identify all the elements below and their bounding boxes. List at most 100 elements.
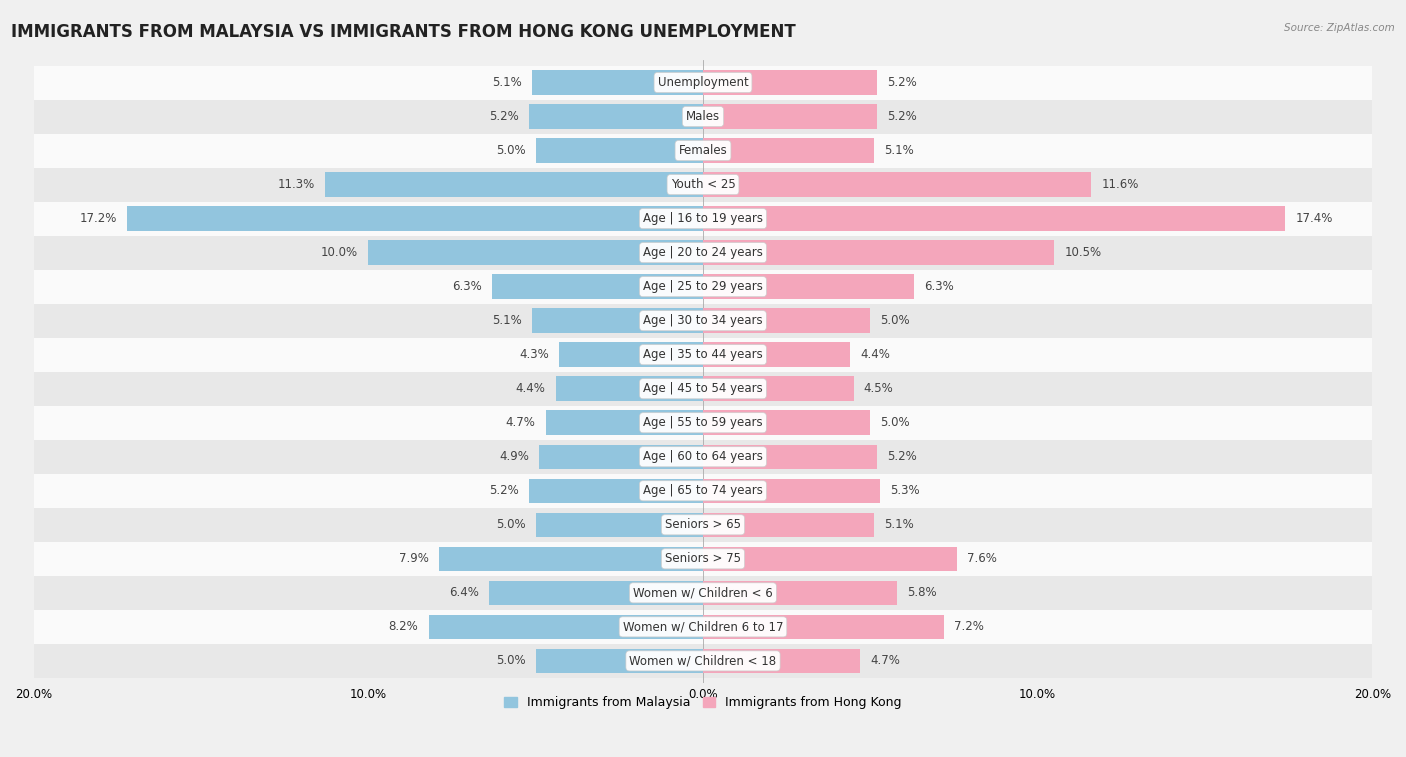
Bar <box>703 478 880 503</box>
Text: Source: ZipAtlas.com: Source: ZipAtlas.com <box>1284 23 1395 33</box>
Text: 5.2%: 5.2% <box>887 110 917 123</box>
Text: 7.6%: 7.6% <box>967 553 997 565</box>
Text: Women w/ Children 6 to 17: Women w/ Children 6 to 17 <box>623 621 783 634</box>
Bar <box>34 576 1372 610</box>
Bar <box>703 410 870 435</box>
Bar <box>34 338 1372 372</box>
Text: 17.2%: 17.2% <box>80 212 117 225</box>
Text: 6.3%: 6.3% <box>924 280 953 293</box>
Text: Age | 60 to 64 years: Age | 60 to 64 years <box>643 450 763 463</box>
Text: Age | 45 to 54 years: Age | 45 to 54 years <box>643 382 763 395</box>
Bar <box>533 70 703 95</box>
Text: Unemployment: Unemployment <box>658 76 748 89</box>
Bar <box>703 207 1285 231</box>
Text: 7.9%: 7.9% <box>399 553 429 565</box>
Text: 5.2%: 5.2% <box>887 450 917 463</box>
Bar <box>703 547 957 571</box>
Legend: Immigrants from Malaysia, Immigrants from Hong Kong: Immigrants from Malaysia, Immigrants fro… <box>499 691 907 714</box>
Bar <box>34 406 1372 440</box>
Text: Males: Males <box>686 110 720 123</box>
Text: 5.8%: 5.8% <box>907 587 936 600</box>
Text: 5.3%: 5.3% <box>890 484 920 497</box>
Text: 11.6%: 11.6% <box>1101 178 1139 191</box>
Text: 5.2%: 5.2% <box>489 484 519 497</box>
Bar <box>34 474 1372 508</box>
Text: Females: Females <box>679 144 727 157</box>
Bar <box>529 478 703 503</box>
Bar <box>555 376 703 401</box>
Bar <box>34 440 1372 474</box>
Text: Age | 16 to 19 years: Age | 16 to 19 years <box>643 212 763 225</box>
Text: 6.3%: 6.3% <box>453 280 482 293</box>
Text: Age | 55 to 59 years: Age | 55 to 59 years <box>643 416 763 429</box>
Text: Seniors > 65: Seniors > 65 <box>665 519 741 531</box>
Bar <box>703 581 897 605</box>
Text: Age | 35 to 44 years: Age | 35 to 44 years <box>643 348 763 361</box>
Text: 5.2%: 5.2% <box>887 76 917 89</box>
Bar <box>536 512 703 537</box>
Bar <box>560 342 703 367</box>
Text: 10.0%: 10.0% <box>321 246 359 259</box>
Bar <box>703 139 873 163</box>
Text: Age | 25 to 29 years: Age | 25 to 29 years <box>643 280 763 293</box>
Text: 10.5%: 10.5% <box>1064 246 1102 259</box>
Bar <box>128 207 703 231</box>
Text: 5.1%: 5.1% <box>884 144 914 157</box>
Bar <box>703 444 877 469</box>
Text: 4.5%: 4.5% <box>863 382 893 395</box>
Bar <box>439 547 703 571</box>
Bar <box>429 615 703 639</box>
Text: 4.3%: 4.3% <box>519 348 548 361</box>
Text: 4.7%: 4.7% <box>870 654 900 668</box>
Text: 5.1%: 5.1% <box>884 519 914 531</box>
Text: 17.4%: 17.4% <box>1295 212 1333 225</box>
Bar <box>368 241 703 265</box>
Bar <box>703 308 870 333</box>
Text: 11.3%: 11.3% <box>277 178 315 191</box>
Text: Women w/ Children < 6: Women w/ Children < 6 <box>633 587 773 600</box>
Text: 8.2%: 8.2% <box>388 621 419 634</box>
Text: Seniors > 75: Seniors > 75 <box>665 553 741 565</box>
Bar <box>34 167 1372 201</box>
Text: 7.2%: 7.2% <box>955 621 984 634</box>
Bar <box>703 173 1091 197</box>
Bar <box>489 581 703 605</box>
Text: 5.1%: 5.1% <box>492 314 522 327</box>
Bar <box>533 308 703 333</box>
Text: Age | 30 to 34 years: Age | 30 to 34 years <box>643 314 763 327</box>
Text: 5.0%: 5.0% <box>496 654 526 668</box>
Bar <box>703 649 860 673</box>
Bar <box>34 508 1372 542</box>
Text: 5.1%: 5.1% <box>492 76 522 89</box>
Bar <box>34 542 1372 576</box>
Bar <box>703 376 853 401</box>
Text: 5.0%: 5.0% <box>496 144 526 157</box>
Bar <box>529 104 703 129</box>
Text: 5.0%: 5.0% <box>880 314 910 327</box>
Bar <box>703 241 1054 265</box>
Bar <box>703 104 877 129</box>
Bar <box>703 512 873 537</box>
Bar <box>34 99 1372 133</box>
Bar <box>536 139 703 163</box>
Text: Age | 20 to 24 years: Age | 20 to 24 years <box>643 246 763 259</box>
Bar <box>703 342 851 367</box>
Bar <box>703 70 877 95</box>
Text: Youth < 25: Youth < 25 <box>671 178 735 191</box>
Text: 4.7%: 4.7% <box>506 416 536 429</box>
Text: Women w/ Children < 18: Women w/ Children < 18 <box>630 654 776 668</box>
Bar <box>703 274 914 299</box>
Bar <box>546 410 703 435</box>
Bar <box>34 201 1372 235</box>
Text: 5.2%: 5.2% <box>489 110 519 123</box>
Text: 4.4%: 4.4% <box>516 382 546 395</box>
Text: 5.0%: 5.0% <box>496 519 526 531</box>
Bar <box>34 372 1372 406</box>
Bar <box>34 644 1372 678</box>
Bar <box>34 610 1372 644</box>
Bar <box>34 66 1372 99</box>
Bar <box>325 173 703 197</box>
Bar <box>703 615 943 639</box>
Bar <box>34 133 1372 167</box>
Text: 5.0%: 5.0% <box>880 416 910 429</box>
